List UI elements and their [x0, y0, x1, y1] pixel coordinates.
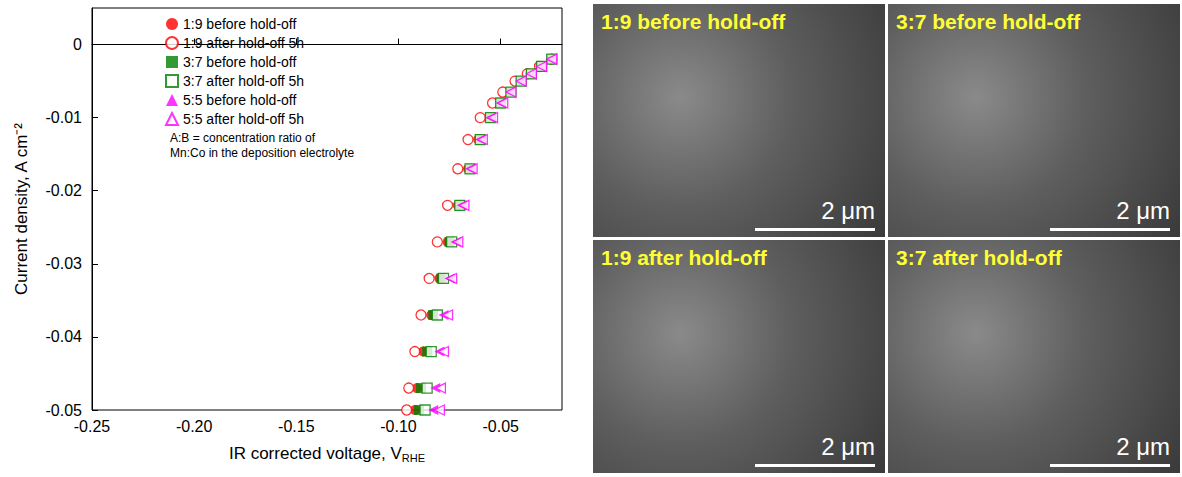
svg-text:-0.15: -0.15 — [278, 418, 315, 435]
html-text:1:9 after hold-off: 1:9 after hold-off — [601, 246, 767, 269]
svg-text:5:5 before hold-off: 5:5 before hold-off — [183, 92, 296, 108]
svg-text:-0.03: -0.03 — [46, 255, 83, 272]
svg-text:5:5 after hold-off 5h: 5:5 after hold-off 5h — [183, 111, 304, 127]
svg-text:-0.05: -0.05 — [46, 402, 83, 419]
svg-text:-0.20: -0.20 — [176, 418, 213, 435]
html-text:3:7 before hold-off: 3:7 before hold-off — [896, 10, 1081, 33]
svg-text:-0.04: -0.04 — [46, 328, 83, 345]
svg-text:A:B = concentration ratio of: A:B = concentration ratio of — [170, 131, 316, 145]
svg-text:-0.25: -0.25 — [74, 418, 111, 435]
html-text:2 μm: 2 μm — [821, 197, 875, 224]
svg-text:Current density, A cm⁻²: Current density, A cm⁻² — [12, 123, 31, 295]
html-text:2 μm: 2 μm — [1116, 433, 1170, 460]
svg-text:-0.02: -0.02 — [46, 182, 83, 199]
html-text:1:9 before hold-off: 1:9 before hold-off — [601, 10, 786, 33]
svg-text:-0.10: -0.10 — [380, 418, 417, 435]
html-text:2 μm: 2 μm — [1116, 197, 1170, 224]
svg-text:-0.01: -0.01 — [46, 109, 83, 126]
svg-text:Mn:Co in the deposition electr: Mn:Co in the deposition electrolyte — [170, 146, 354, 160]
html-text:2 μm: 2 μm — [821, 433, 875, 460]
svg-text:1:9 before hold-off: 1:9 before hold-off — [183, 16, 296, 32]
svg-text:RHE: RHE — [402, 452, 425, 464]
svg-text:1:9 after hold-off 5h: 1:9 after hold-off 5h — [183, 35, 304, 51]
svg-text:-0.05: -0.05 — [482, 418, 519, 435]
html-text:3:7 after hold-off: 3:7 after hold-off — [896, 246, 1062, 269]
svg-text:IR corrected voltage, V: IR corrected voltage, V — [229, 444, 403, 463]
svg-text:0: 0 — [73, 36, 82, 53]
svg-text:3:7 after hold-off 5h: 3:7 after hold-off 5h — [183, 73, 304, 89]
svg-text:3:7 before hold-off: 3:7 before hold-off — [183, 54, 296, 70]
